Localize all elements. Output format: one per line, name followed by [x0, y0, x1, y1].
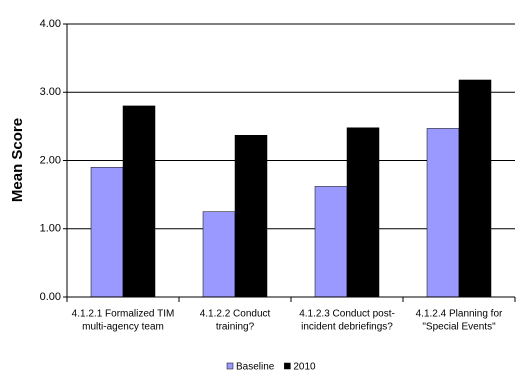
x-tick-label: 4.1.2.1 Formalized TIM [72, 309, 175, 320]
bar [458, 79, 492, 298]
y-tick-label: 0.00 [40, 291, 61, 303]
legend-label: 2010 [293, 362, 316, 373]
bar [346, 127, 380, 298]
bar [90, 167, 124, 298]
x-tick-label: "Special Events" [422, 322, 496, 333]
bar [202, 211, 236, 298]
y-tick-label: 3.00 [40, 86, 61, 98]
y-tick-label: 2.00 [40, 154, 61, 166]
x-tick-label: 4.1.2.4 Planning for [416, 309, 503, 320]
x-tick-label: 4.1.2.2 Conduct [200, 309, 271, 320]
x-tick-label: 4.1.2.3 Conduct post- [299, 309, 395, 320]
y-tick-label: 4.00 [40, 18, 61, 30]
x-tick-label: multi-agency team [82, 322, 164, 333]
x-tick-label: training? [216, 322, 255, 333]
bar [426, 128, 460, 298]
bar [234, 134, 268, 298]
legend-swatch [284, 362, 291, 370]
legend-swatch [226, 362, 234, 370]
bar [314, 186, 348, 298]
y-tick-label: 1.00 [40, 223, 61, 235]
y-axis-title: Mean Score [9, 118, 26, 202]
x-tick-label: incident debriefings? [301, 322, 393, 333]
bar [122, 105, 156, 298]
legend-label: Baseline [236, 362, 275, 373]
